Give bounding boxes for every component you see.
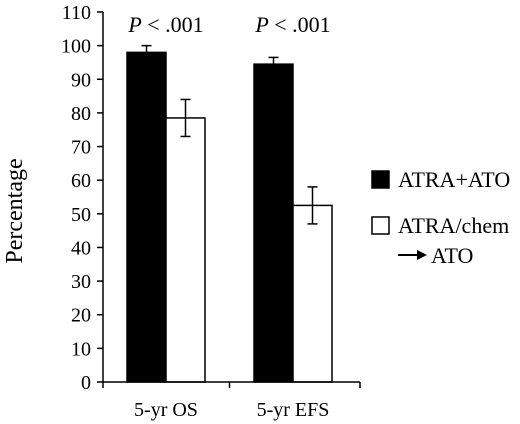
y-tick-label: 0 <box>81 372 91 394</box>
legend-label-atra-ato: ATRA+ATO <box>398 167 510 192</box>
legend-swatch-atra-chem-ato <box>371 216 390 235</box>
y-ticks-group: 0 10 20 30 40 50 60 70 80 90 100 110 <box>61 2 103 394</box>
x-tick-label: 5-yr OS <box>134 399 198 421</box>
bar-atra-chem-ato-os <box>165 117 206 383</box>
x-tick-label: 5-yr EFS <box>257 399 330 421</box>
y-tick-label: 110 <box>62 2 91 24</box>
y-tick-label: 70 <box>71 137 91 159</box>
y-tick-label: 30 <box>71 271 91 293</box>
bar-atra-ato-os <box>126 51 167 383</box>
axes-group <box>102 12 360 383</box>
p-threshold: < .001 <box>269 12 331 37</box>
bar-atra-chem-ato-efs <box>292 204 333 383</box>
y-tick-label: 10 <box>71 338 91 360</box>
bar-atra-ato-efs <box>253 63 294 383</box>
p-symbol: P <box>254 12 268 37</box>
y-axis-title: Percentage <box>2 158 28 263</box>
annotations-group: P < .001 P < .001 <box>127 12 330 37</box>
p-symbol: P <box>127 12 141 37</box>
legend-arrow-icon <box>417 250 427 260</box>
legend-label-ato: ATO <box>431 243 473 268</box>
y-tick-label: 40 <box>71 237 91 259</box>
y-tick-label: 90 <box>71 69 91 91</box>
y-tick-label: 100 <box>61 36 91 58</box>
bars-group <box>126 51 333 383</box>
legend-swatch-atra-ato <box>371 170 390 189</box>
y-tick-label: 50 <box>71 204 91 226</box>
x-ticks-group: 5-yr OS 5-yr EFS <box>102 382 361 421</box>
legend-label-atra-chem: ATRA/chem <box>398 213 509 238</box>
y-tick-label: 60 <box>71 170 91 192</box>
error-bars-group <box>141 44 318 225</box>
legend: ATRA+ATO ATRA/chem ATO <box>371 167 510 268</box>
p-value-annotation: P < .001 <box>254 12 330 37</box>
y-tick-label: 20 <box>71 305 91 327</box>
p-value-annotation: P < .001 <box>127 12 203 37</box>
p-threshold: < .001 <box>142 12 204 37</box>
y-tick-label: 80 <box>71 103 91 125</box>
